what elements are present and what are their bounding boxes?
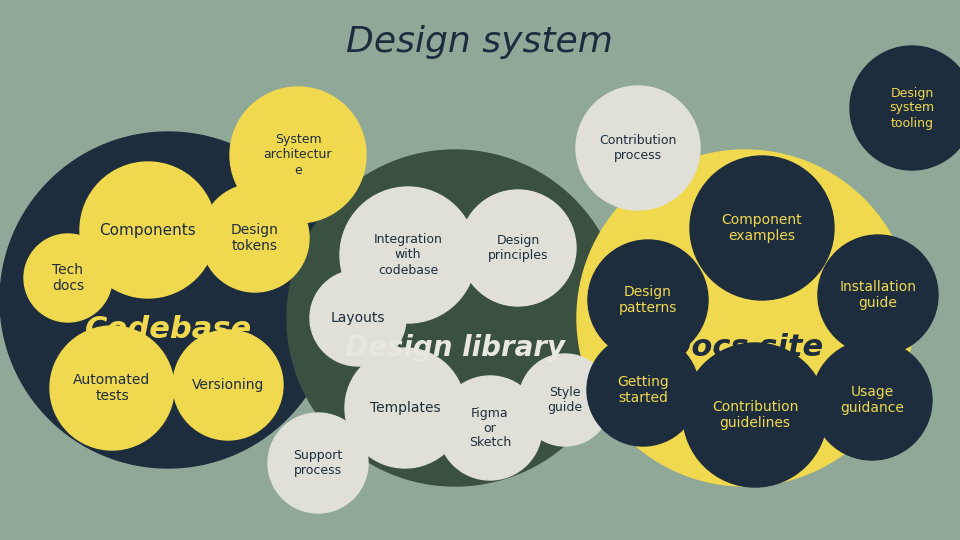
Circle shape xyxy=(24,234,112,322)
Text: System
architectur
e: System architectur e xyxy=(264,133,332,177)
Circle shape xyxy=(230,87,366,223)
Text: Contribution
guidelines: Contribution guidelines xyxy=(711,400,798,430)
Circle shape xyxy=(850,46,960,170)
Text: Layouts: Layouts xyxy=(331,311,385,325)
Text: Design
principles: Design principles xyxy=(488,234,548,262)
Circle shape xyxy=(818,235,938,355)
Text: Support
process: Support process xyxy=(294,449,343,477)
Circle shape xyxy=(587,334,699,446)
Circle shape xyxy=(588,240,708,360)
Text: Docs site: Docs site xyxy=(666,334,824,362)
Circle shape xyxy=(287,150,623,486)
Circle shape xyxy=(576,86,700,210)
Text: Tech
docs: Tech docs xyxy=(52,263,84,293)
Circle shape xyxy=(340,187,476,323)
Text: Design
tokens: Design tokens xyxy=(231,223,279,253)
Circle shape xyxy=(201,184,309,292)
Circle shape xyxy=(310,270,406,366)
Text: Versioning: Versioning xyxy=(192,378,264,392)
Text: Figma
or
Sketch: Figma or Sketch xyxy=(468,407,511,449)
Text: Design
system
tooling: Design system tooling xyxy=(889,86,935,130)
Circle shape xyxy=(690,156,834,300)
Text: Component
examples: Component examples xyxy=(722,213,803,243)
Text: Integration
with
codebase: Integration with codebase xyxy=(373,233,443,276)
Text: Usage
guidance: Usage guidance xyxy=(840,385,904,415)
Text: Design library: Design library xyxy=(345,334,565,362)
Circle shape xyxy=(519,354,611,446)
Text: Automated
tests: Automated tests xyxy=(73,373,151,403)
Circle shape xyxy=(812,340,932,460)
Circle shape xyxy=(0,132,336,468)
Circle shape xyxy=(438,376,542,480)
Circle shape xyxy=(345,348,465,468)
Circle shape xyxy=(80,162,216,298)
Text: Style
guide: Style guide xyxy=(547,386,583,414)
Circle shape xyxy=(460,190,576,306)
Circle shape xyxy=(50,326,174,450)
Circle shape xyxy=(173,330,283,440)
Text: Installation
guide: Installation guide xyxy=(839,280,917,310)
Text: Design system: Design system xyxy=(347,25,613,59)
Text: Getting
started: Getting started xyxy=(617,375,669,405)
Text: Design
patterns: Design patterns xyxy=(619,285,677,315)
Text: Components: Components xyxy=(100,222,197,238)
Circle shape xyxy=(577,150,913,486)
Text: Codebase: Codebase xyxy=(84,315,252,345)
Circle shape xyxy=(268,413,368,513)
Text: Contribution
process: Contribution process xyxy=(599,134,677,162)
Text: Templates: Templates xyxy=(370,401,441,415)
Circle shape xyxy=(683,343,827,487)
